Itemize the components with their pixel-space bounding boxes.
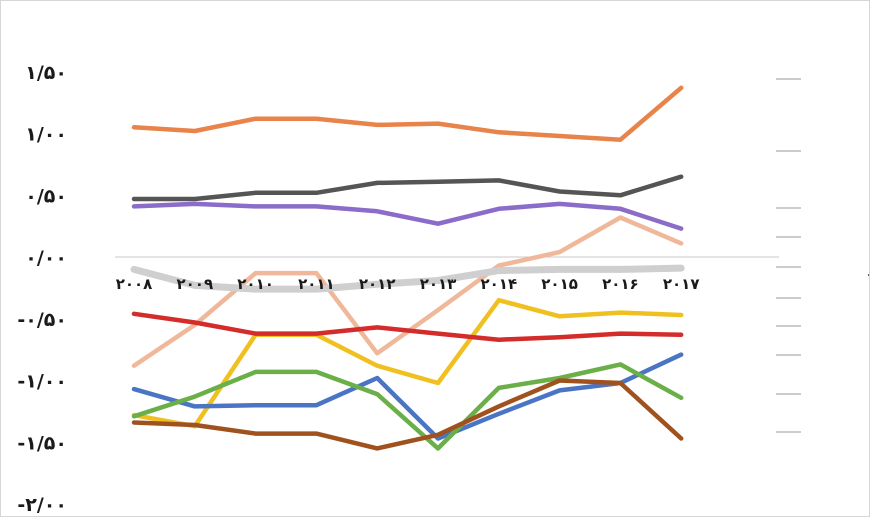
x-axis-ticks: ۲۰۰۸ ۲۰۰۹ ۲۰۱۰ ۲۰۱۱ ۲۰۱۲ ۲۰۱۳ ۲۰۱۴ ۲۰۱۵ ۲۰۱۶ ۲۰۱۷ xyxy=(116,275,700,293)
y-tick-label: -۰/۵۰ xyxy=(17,309,67,331)
y-axis-ticks: ۱/۵۰ ۱/۰۰ ۰/۵۰ ۰/۰۰ -۰/۵۰ -۱/۰۰ -۱/۵۰ -۲/۰۰ xyxy=(17,62,67,516)
y-tick-label: ۱/۰۰ xyxy=(25,124,67,146)
x-tick-label: ۲۰۰۹ xyxy=(176,275,213,293)
series-line-5 xyxy=(130,264,685,293)
series-line-4 xyxy=(131,215,684,368)
x-tick-label: ۲۰۱۱ xyxy=(298,275,335,293)
series-line-2 xyxy=(131,174,684,202)
series-line-6 xyxy=(131,297,684,429)
series-layer xyxy=(130,85,685,451)
y-tick-label: ۰/۵۰ xyxy=(25,185,67,207)
series-label: مصر xyxy=(868,257,869,277)
series-line-8 xyxy=(131,352,684,441)
y-tick-label: -۱/۰۰ xyxy=(17,371,67,393)
x-tick-label: ۲۰۰۸ xyxy=(116,275,153,293)
x-tick-label: ۲۰۱۶ xyxy=(602,275,639,293)
series-line-7 xyxy=(131,311,684,342)
series-labels: اسرائیلترکیهلبنانعربستان سعودیمصرایرانپا… xyxy=(776,78,869,433)
x-tick-label: ۲۰۱۳ xyxy=(420,275,457,293)
series-line-3 xyxy=(131,201,684,231)
y-tick-label: -۲/۰۰ xyxy=(17,494,67,516)
x-tick-label: ۲۰۱۵ xyxy=(541,275,578,293)
y-tick-label: -۱/۵۰ xyxy=(17,432,67,454)
series-line-1 xyxy=(131,85,684,142)
series-line-9 xyxy=(131,362,684,451)
x-tick-label: ۲۰۱۲ xyxy=(359,275,396,293)
x-tick-label: ۲۰۱۷ xyxy=(663,275,700,293)
x-tick-label: ۲۰۱۴ xyxy=(480,275,517,293)
series-line-10 xyxy=(131,378,684,451)
y-tick-label: ۰/۰۰ xyxy=(25,247,67,269)
y-tick-label: ۱/۵۰ xyxy=(25,62,67,84)
x-tick-label: ۲۰۱۰ xyxy=(237,275,274,293)
